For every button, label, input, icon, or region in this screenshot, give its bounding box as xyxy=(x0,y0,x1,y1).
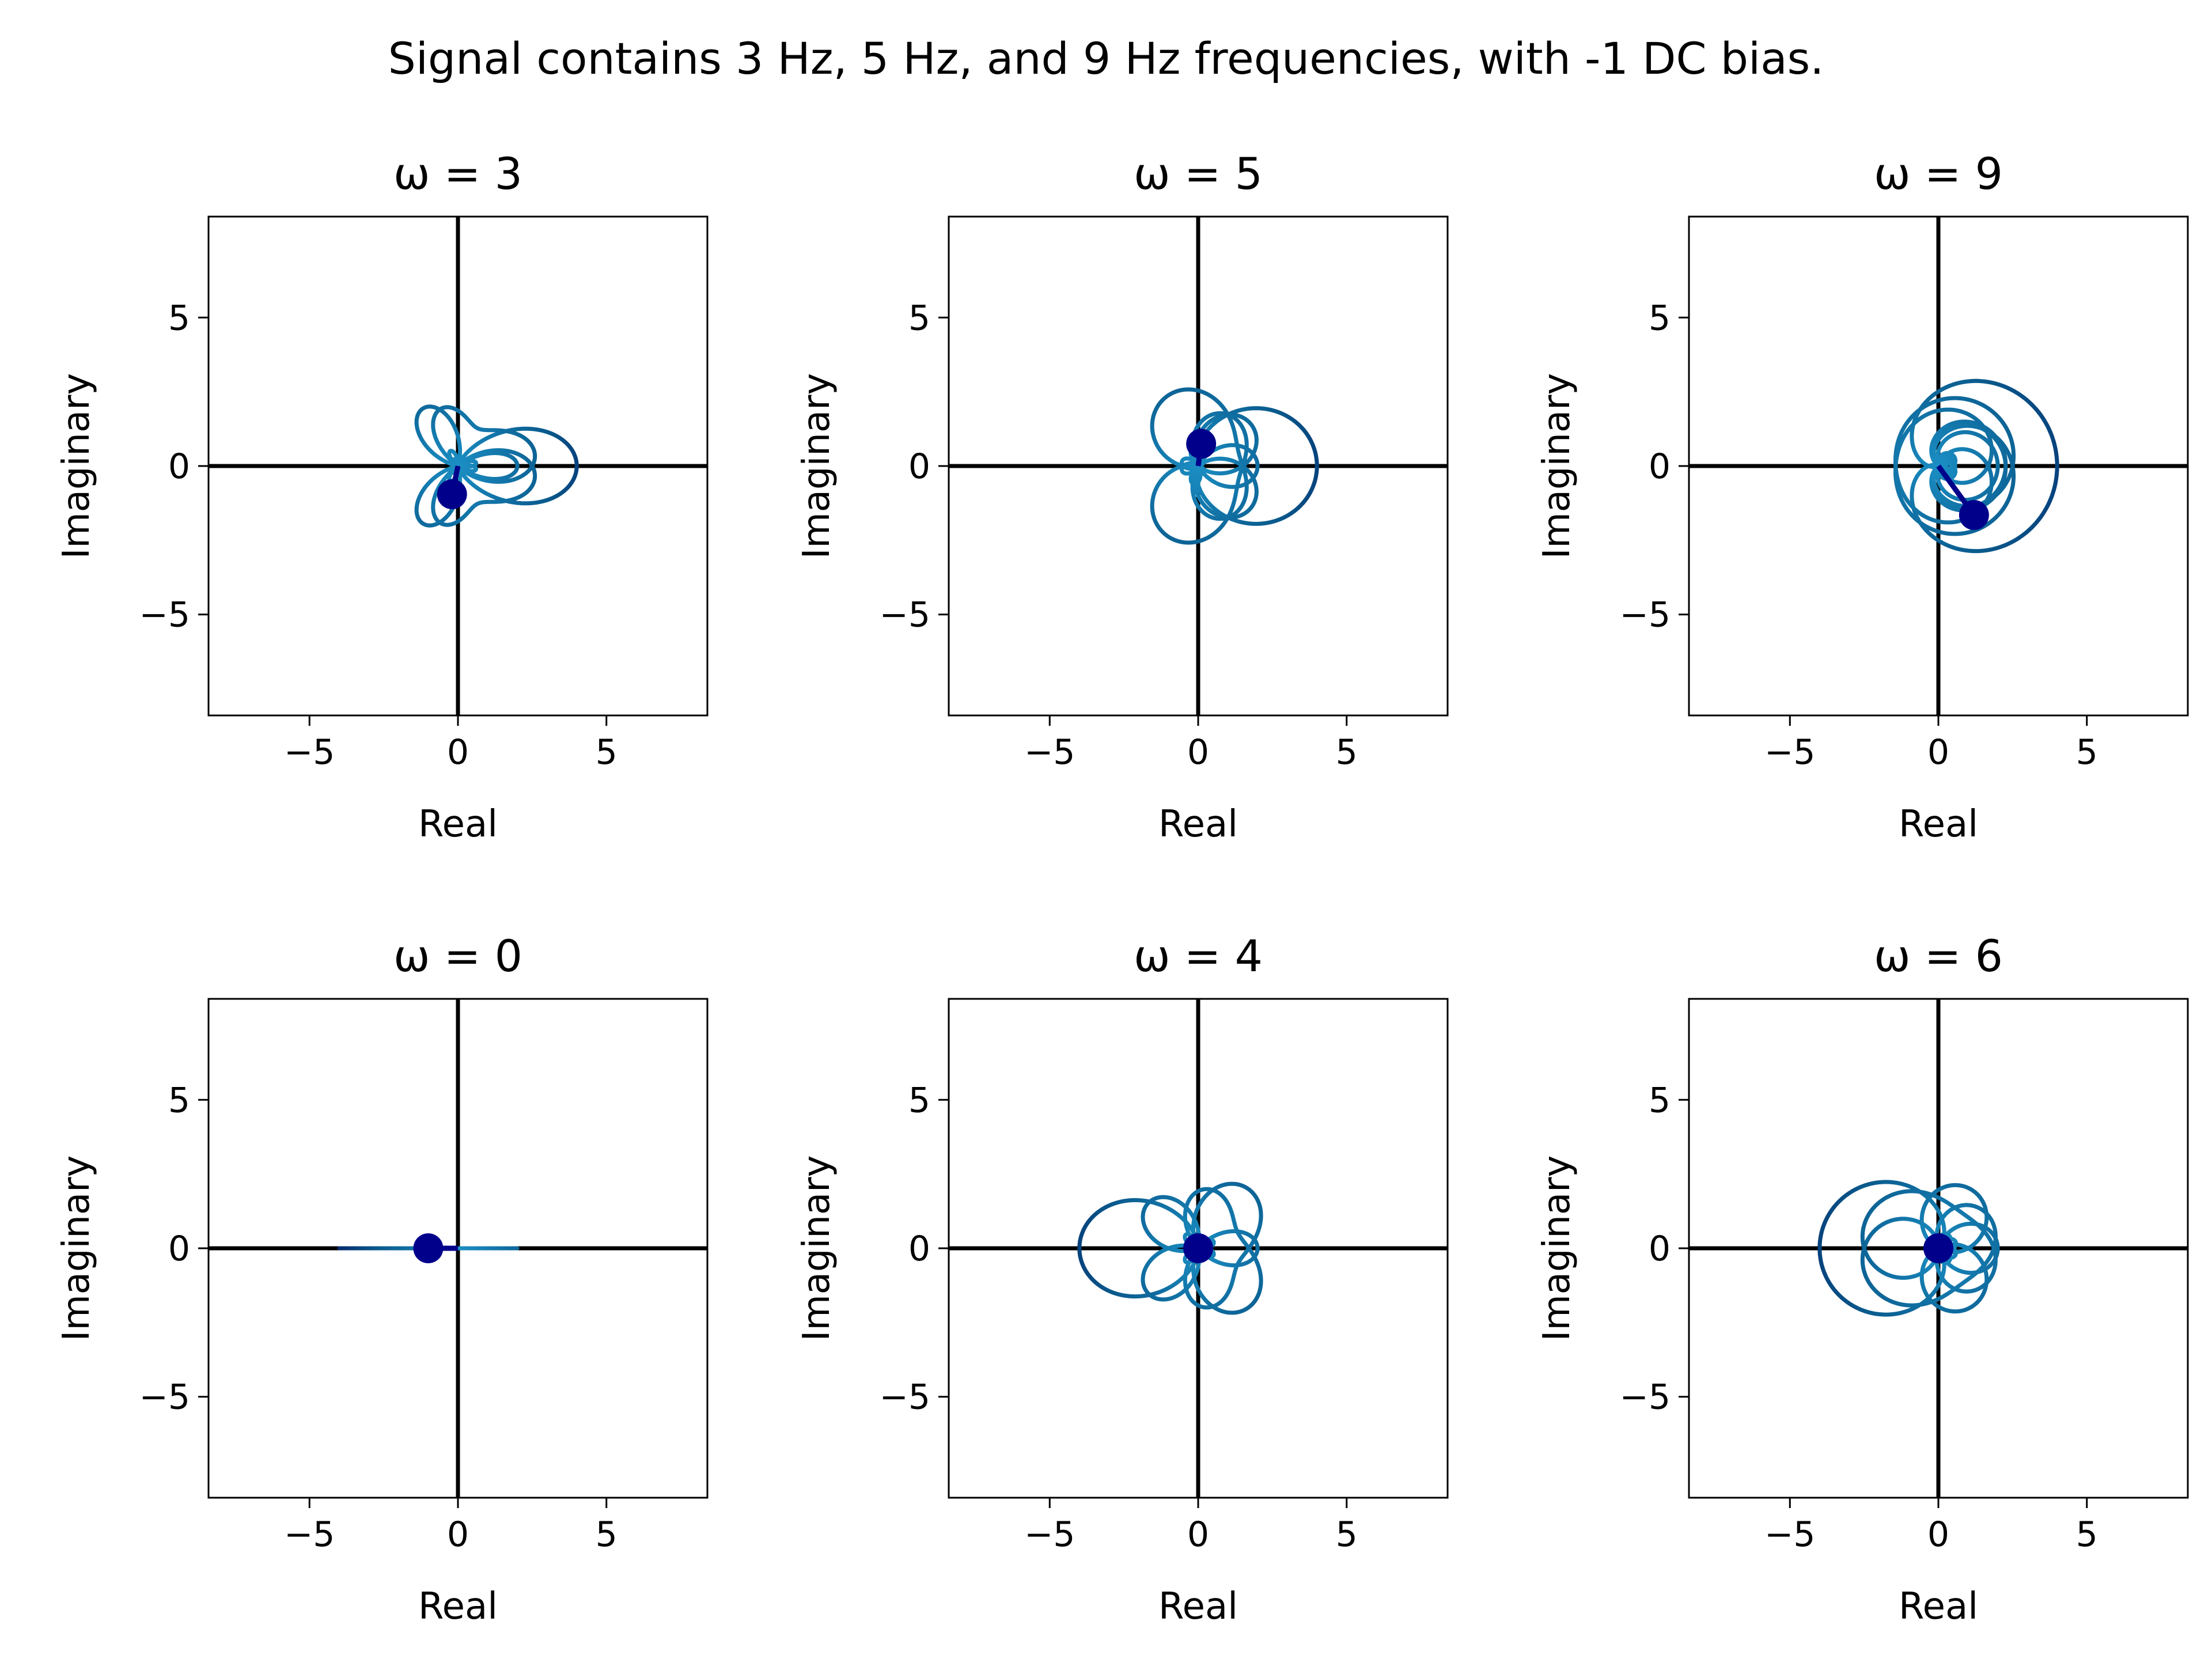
y-tick-label: −5 xyxy=(139,595,190,635)
x-tick-label: −5 xyxy=(1024,1514,1075,1555)
y-tick-label: −5 xyxy=(139,1377,190,1418)
x-tick-label: 5 xyxy=(596,1514,618,1555)
x-tick-label: 5 xyxy=(1336,732,1358,772)
y-tick-label: 0 xyxy=(168,1229,190,1269)
x-tick-label: 0 xyxy=(1187,1514,1209,1555)
x-tick-label: −5 xyxy=(1024,732,1075,772)
winding-curve xyxy=(1893,378,2059,554)
y-tick-label: −5 xyxy=(1620,1377,1671,1418)
x-tick-label: 5 xyxy=(596,732,618,772)
x-axis-label: Real xyxy=(418,1585,498,1628)
y-tick-label: 0 xyxy=(1649,1229,1671,1269)
center-of-mass-marker xyxy=(1959,500,1989,531)
y-tick-label: 5 xyxy=(168,298,190,338)
winding-curve xyxy=(414,404,579,528)
center-of-mass-marker xyxy=(1183,1233,1213,1263)
center-of-mass-marker xyxy=(1186,429,1217,459)
center-of-mass-marker xyxy=(413,1233,444,1263)
winding-curve xyxy=(1817,1180,2000,1317)
x-tick-label: 5 xyxy=(1336,1514,1358,1555)
subplot-title: ω = 9 xyxy=(1874,148,2003,199)
subplot-omega-6: −5 0 5 −5 0 5 Real Imaginary ω = 6 xyxy=(1536,930,2189,1628)
subplot-title: ω = 5 xyxy=(1134,148,1263,199)
x-tick-label: 0 xyxy=(1927,732,1949,772)
y-axis-label: Imaginary xyxy=(55,373,98,559)
y-axis-label: Imaginary xyxy=(1536,1156,1578,1342)
subplot-title: ω = 0 xyxy=(393,930,522,982)
y-axis-label: Imaginary xyxy=(1536,373,1578,559)
center-of-mass-marker xyxy=(1923,1233,1953,1263)
y-axis-label: Imaginary xyxy=(796,1156,838,1342)
x-axis-label: Real xyxy=(1899,803,1978,846)
figure-title: Signal contains 3 Hz, 5 Hz, and 9 Hz fre… xyxy=(388,33,1824,84)
x-axis-label: Real xyxy=(418,803,498,846)
winding-curve xyxy=(1077,1181,1263,1315)
subplot-omega-0: −5 0 5 −5 0 5 Real Imaginary ω = 0 xyxy=(55,930,709,1628)
x-tick-label: −5 xyxy=(1764,732,1815,772)
y-tick-label: 5 xyxy=(908,1080,930,1120)
x-axis-label: Real xyxy=(1158,1585,1238,1628)
subplot-title: ω = 6 xyxy=(1874,930,2003,982)
subplot-omega-4: −5 0 5 −5 0 5 Real Imaginary ω = 4 xyxy=(796,930,1449,1628)
y-tick-label: 0 xyxy=(1649,446,1671,487)
subplot-omega-3: −5 0 5 −5 0 5 Real Imaginary ω = 3 xyxy=(55,148,709,846)
y-tick-label: 5 xyxy=(1649,1080,1671,1120)
winding-curve xyxy=(1150,387,1319,545)
x-tick-label: −5 xyxy=(284,1514,335,1555)
x-axis-label: Real xyxy=(1899,1585,1978,1628)
subplot-omega-5: −5 0 5 −5 0 5 Real Imaginary ω = 5 xyxy=(796,148,1449,846)
center-of-mass-marker xyxy=(437,479,467,509)
x-tick-label: 0 xyxy=(447,732,469,772)
y-axis-label: Imaginary xyxy=(55,1156,98,1342)
y-tick-label: 5 xyxy=(168,1080,190,1120)
x-tick-label: −5 xyxy=(1764,1514,1815,1555)
x-tick-label: 5 xyxy=(2076,1514,2098,1555)
x-tick-label: 0 xyxy=(447,1514,469,1555)
x-tick-label: −5 xyxy=(284,732,335,772)
subplot-title: ω = 3 xyxy=(393,148,522,199)
subplot-grid: −5 0 5 −5 0 5 Real Imaginary ω = 3 −5 0 5 −5 0 5 Real Im… xyxy=(55,148,2189,1628)
y-axis-label: Imaginary xyxy=(796,373,838,559)
x-tick-label: 0 xyxy=(1927,1514,1949,1555)
y-tick-label: −5 xyxy=(1620,595,1671,635)
y-tick-label: 0 xyxy=(168,446,190,487)
y-tick-label: 5 xyxy=(1649,298,1671,338)
y-tick-label: 0 xyxy=(908,446,930,487)
y-tick-label: 0 xyxy=(908,1229,930,1269)
x-axis-label: Real xyxy=(1158,803,1238,846)
x-tick-label: 5 xyxy=(2076,732,2098,772)
y-tick-label: 5 xyxy=(908,298,930,338)
y-tick-label: −5 xyxy=(880,595,930,635)
x-tick-label: 0 xyxy=(1187,732,1209,772)
subplot-omega-9: −5 0 5 −5 0 5 Real Imaginary ω = 9 xyxy=(1536,148,2189,846)
y-tick-label: −5 xyxy=(880,1377,930,1418)
subplot-title: ω = 4 xyxy=(1134,930,1263,982)
